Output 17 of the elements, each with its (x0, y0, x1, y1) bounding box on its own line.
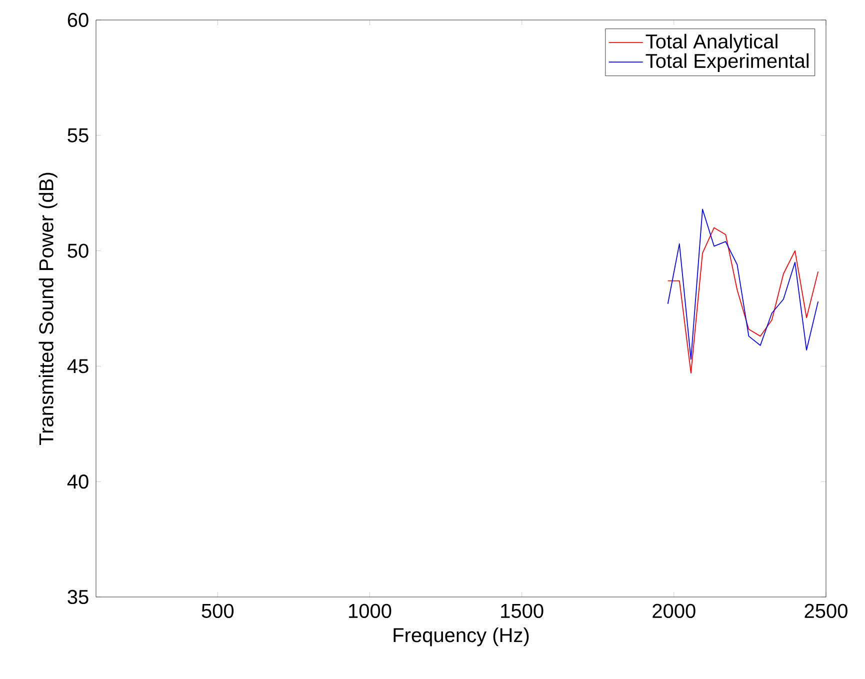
legend-label: Total Analytical (646, 34, 778, 52)
line-series (667, 208, 819, 360)
y-tick-label: 55 (68, 128, 88, 142)
y-tick-label: 40 (67, 474, 88, 489)
y-tick-label: 50 (68, 244, 88, 258)
x-tick-label: 2000 (652, 604, 696, 618)
x-tick-label: 2500 (804, 604, 848, 618)
y-tick-label: 35 (68, 590, 88, 604)
x-tick-label: 1000 (349, 604, 392, 618)
legend-label: Total Experimental (646, 53, 808, 72)
line-series (667, 227, 819, 374)
x-tick-label: 1500 (501, 604, 544, 618)
y-axis-title: Transmitted Sound Power (dB) (38, 172, 58, 445)
y-tick-label: 45 (67, 359, 88, 374)
x-axis-title: Frequency (Hz) (394, 628, 529, 646)
y-tick-label: 60 (68, 12, 88, 28)
x-tick-label: 500 (202, 604, 234, 618)
